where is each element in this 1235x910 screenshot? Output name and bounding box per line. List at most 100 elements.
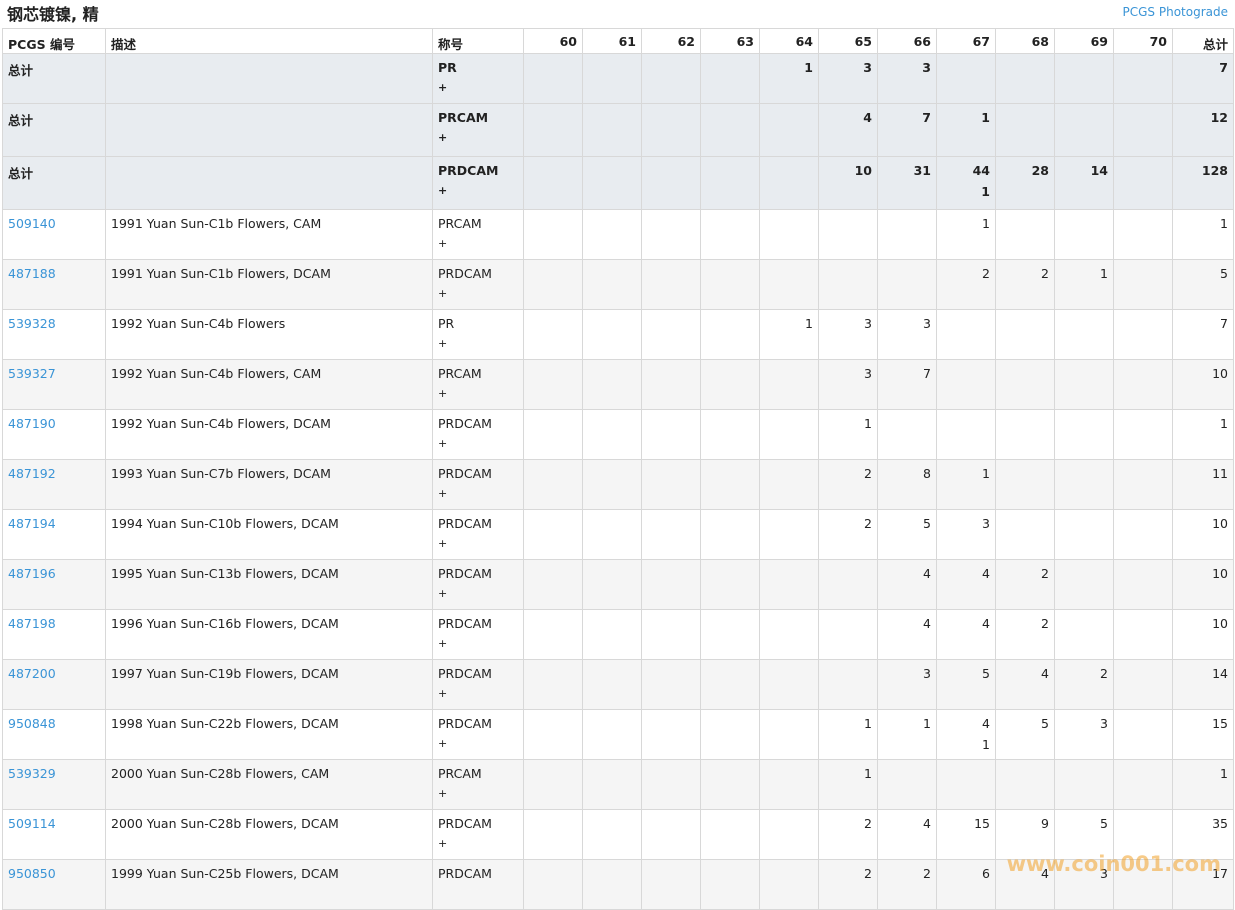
cell: 4 (877, 809, 937, 860)
cell-text: PRDCAM (438, 616, 492, 631)
cell-text: 3 (864, 316, 872, 331)
pcgs-number-link[interactable]: 950848 (8, 716, 56, 731)
pcgs-number-link[interactable]: 487192 (8, 466, 56, 481)
cell-text: 1 (981, 184, 990, 199)
cell: 1 (1172, 409, 1234, 460)
cell (700, 609, 760, 660)
cell: 1998 Yuan Sun-C22b Flowers, DCAM (105, 709, 433, 760)
cell (700, 53, 760, 104)
cell-text: 1 (1220, 766, 1228, 781)
pcgs-number-link[interactable]: 487190 (8, 416, 56, 431)
cell (523, 659, 583, 710)
pcgs-number-link[interactable]: 509114 (8, 816, 56, 831)
cell (582, 559, 642, 610)
cell-text: 1 (864, 716, 872, 731)
cell-text: 14 (1212, 666, 1228, 681)
cell (936, 759, 996, 810)
pcgs-number-link[interactable]: 509140 (8, 216, 56, 231)
cell (1113, 409, 1173, 460)
cell (1054, 559, 1114, 610)
cell-text: 1999 Yuan Sun-C25b Flowers, DCAM (111, 866, 339, 881)
cell: 10 (1172, 609, 1234, 660)
pcgs-number-link[interactable]: 487194 (8, 516, 56, 531)
cell: 1992 Yuan Sun-C4b Flowers, DCAM (105, 409, 433, 460)
pcgs-number-link[interactable]: 487200 (8, 666, 56, 681)
cell (1113, 309, 1173, 360)
cell (1113, 709, 1173, 760)
cell: 2 (877, 859, 937, 910)
cell (995, 459, 1055, 510)
cell-text: 4 (863, 110, 872, 125)
pcgs-number-link[interactable]: 539329 (8, 766, 56, 781)
cell: 2 (818, 509, 878, 560)
cell: PRCAM + (432, 209, 524, 260)
pcgs-number-link[interactable]: 487198 (8, 616, 56, 631)
cell (523, 859, 583, 910)
cell (700, 309, 760, 360)
cell: 14 (1054, 156, 1114, 210)
cell: 1 (1172, 209, 1234, 260)
column-header: 62 (641, 28, 701, 54)
cell (641, 53, 701, 104)
cell-text: 2 (864, 816, 872, 831)
cell (759, 156, 819, 210)
photograde-link[interactable]: PCGS Photograde (1122, 5, 1228, 19)
pcgs-number-link[interactable]: 539328 (8, 316, 56, 331)
cell-text: 总计 (8, 63, 34, 78)
cell: 3 (818, 53, 878, 104)
cell-text: PRDCAM (438, 666, 492, 681)
cell: 1996 Yuan Sun-C16b Flowers, DCAM (105, 609, 433, 660)
cell (818, 559, 878, 610)
cell: 28 (995, 156, 1055, 210)
cell: 487200 (2, 659, 106, 710)
cell (700, 459, 760, 510)
cell: 539327 (2, 359, 106, 410)
cell-text: 1 (1220, 216, 1228, 231)
cell-text: 1 (1220, 416, 1228, 431)
cell (1113, 509, 1173, 560)
pcgs-number-link[interactable]: 487188 (8, 266, 56, 281)
data-row: 539329 2000 Yuan Sun-C28b Flowers, CAM PRC… (2, 759, 1234, 810)
cell-text: 2000 Yuan Sun-C28b Flowers, CAM (111, 766, 330, 781)
cell (1113, 459, 1173, 510)
cell-text: 总计 (8, 113, 34, 128)
cell (641, 309, 701, 360)
cell-text: PRDCAM (438, 716, 492, 731)
cell-text: 4 (923, 616, 931, 631)
cell: 15 (1172, 709, 1234, 760)
cell (641, 259, 701, 310)
cell (523, 309, 583, 360)
data-row: 950848 1998 Yuan Sun-C22b Flowers, DCAM PR… (2, 709, 1234, 760)
cell (700, 409, 760, 460)
cell-text: 2 (1041, 266, 1049, 281)
cell (700, 259, 760, 310)
watermark: www.coin001.com (1006, 852, 1221, 876)
cell-text: 15 (974, 816, 990, 831)
cell (1113, 809, 1173, 860)
cell: 509114 (2, 809, 106, 860)
cell: 1992 Yuan Sun-C4b Flowers, CAM (105, 359, 433, 410)
pcgs-number-link[interactable]: 487196 (8, 566, 56, 581)
cell-text: PRDCAM (438, 816, 492, 831)
cell: 2 (818, 859, 878, 910)
cell-text: + (438, 237, 448, 250)
cell (995, 53, 1055, 104)
pcgs-number-link[interactable]: 950850 (8, 866, 56, 881)
cell (582, 53, 642, 104)
pcgs-number-link[interactable]: 539327 (8, 366, 56, 381)
cell (1054, 509, 1114, 560)
cell (1113, 559, 1173, 610)
column-header: 60 (523, 28, 583, 54)
cell: 5 (877, 509, 937, 560)
cell-text: 44 (972, 163, 990, 178)
cell-text: 5 (1100, 816, 1108, 831)
cell (523, 409, 583, 460)
cell (523, 609, 583, 660)
column-header: PCGS 编号 (2, 28, 106, 54)
cell (582, 209, 642, 260)
cell-text: PRCAM (438, 110, 489, 125)
cell: 3 (877, 53, 937, 104)
title: 钢芯镀镍, 精 (7, 5, 99, 24)
header-row: PCGS 编号 描述 称号 60 61 62 63 64 65 66 67 68 69 70 总计 (2, 28, 1234, 54)
